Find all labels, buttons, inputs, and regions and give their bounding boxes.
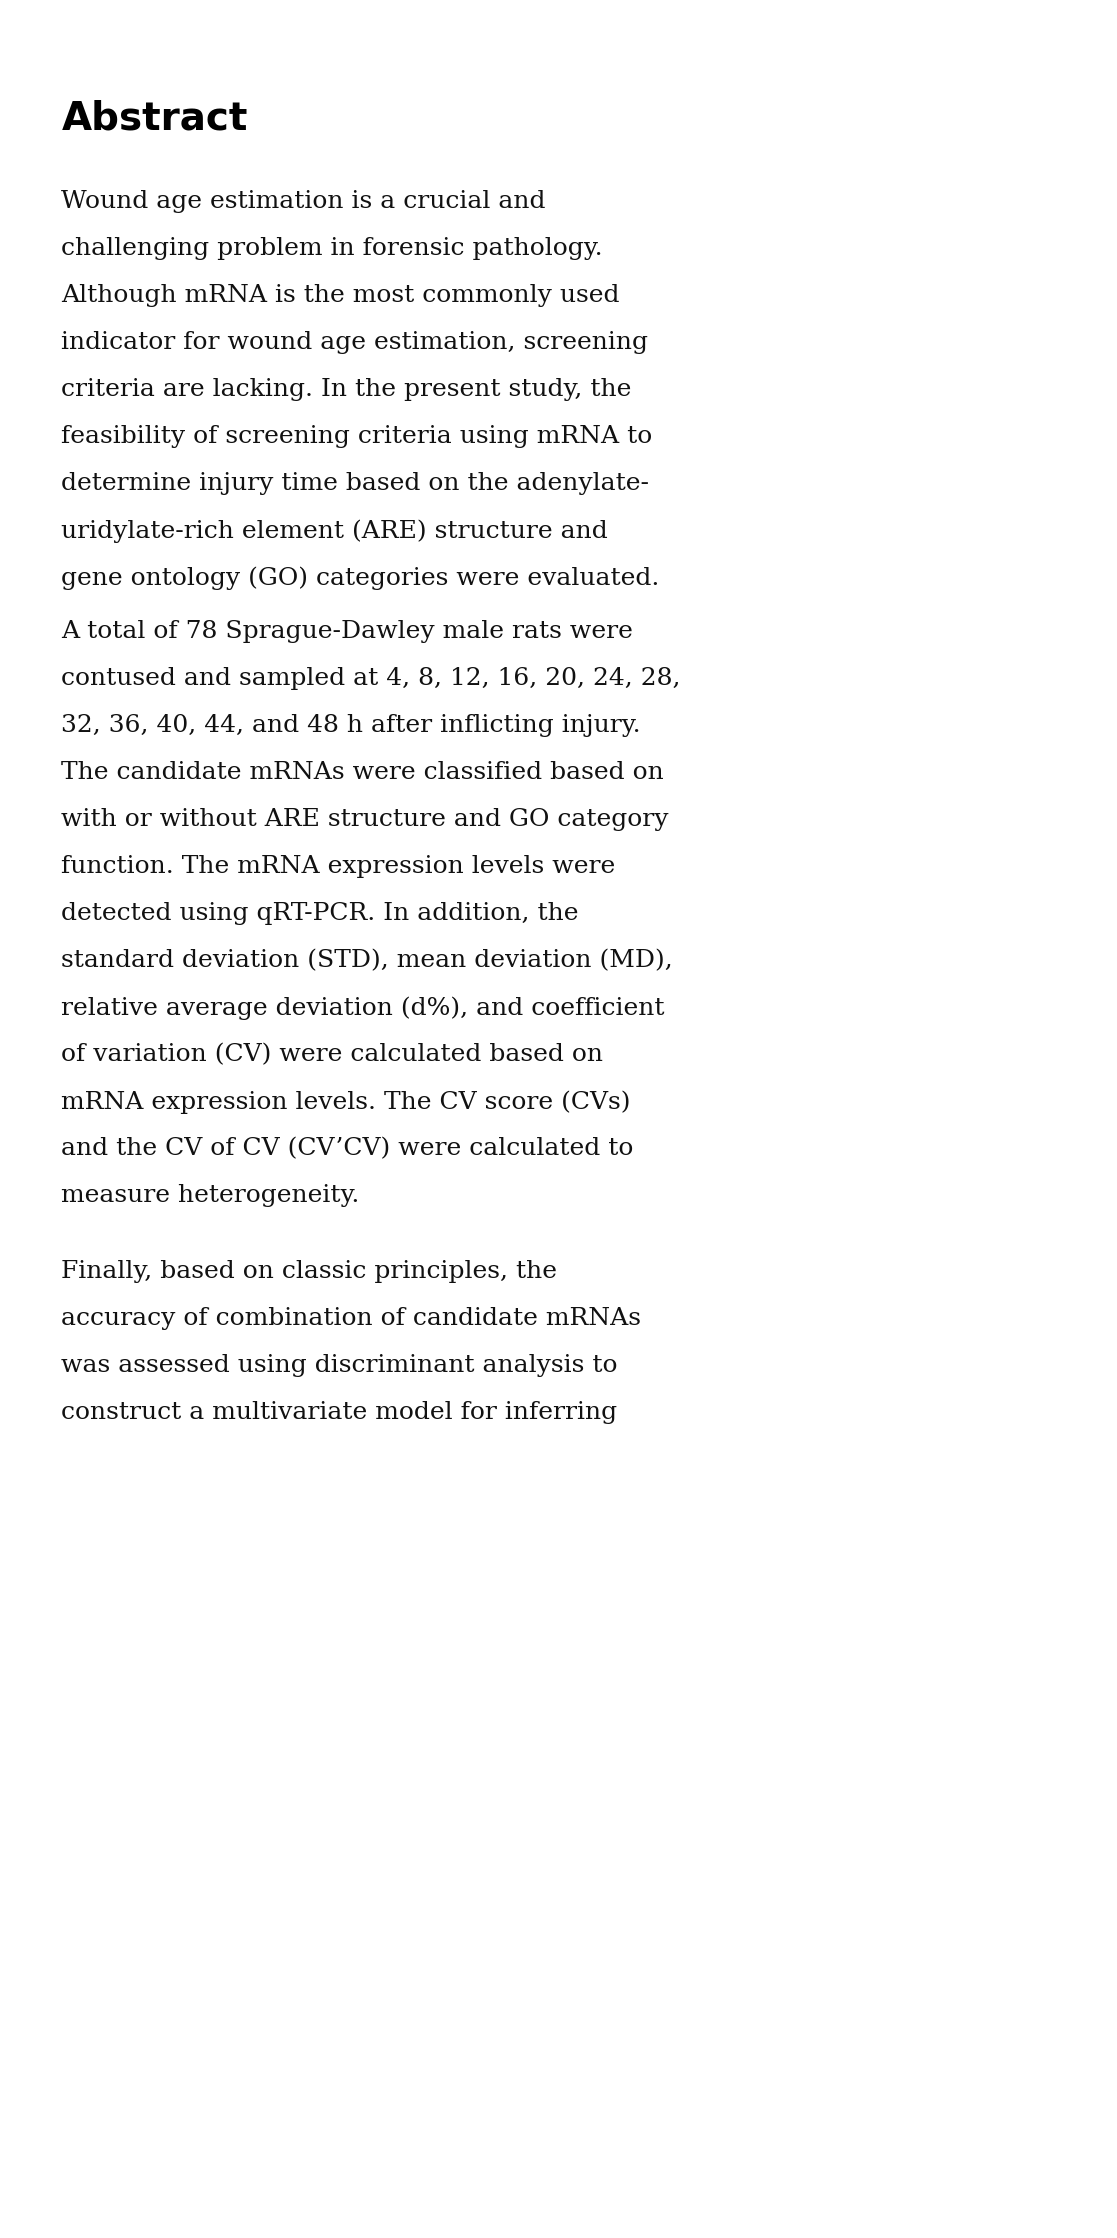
Text: construct a multivariate model for inferring: construct a multivariate model for infer… bbox=[61, 1401, 618, 1423]
Text: feasibility of screening criteria using mRNA to: feasibility of screening criteria using … bbox=[61, 425, 652, 448]
Text: mRNA expression levels. The CV score (CVs): mRNA expression levels. The CV score (CV… bbox=[61, 1090, 631, 1115]
Text: The candidate mRNAs were classified based on: The candidate mRNAs were classified base… bbox=[61, 761, 665, 783]
Text: 32, 36, 40, 44, and 48 h after inflicting injury.: 32, 36, 40, 44, and 48 h after inflictin… bbox=[61, 714, 641, 736]
Text: uridylate-rich element (ARE) structure and: uridylate-rich element (ARE) structure a… bbox=[61, 519, 608, 542]
Text: function. The mRNA expression levels were: function. The mRNA expression levels wer… bbox=[61, 855, 615, 877]
Text: challenging problem in forensic pathology.: challenging problem in forensic patholog… bbox=[61, 237, 603, 260]
Text: standard deviation (STD), mean deviation (MD),: standard deviation (STD), mean deviation… bbox=[61, 949, 674, 971]
Text: accuracy of combination of candidate mRNAs: accuracy of combination of candidate mRN… bbox=[61, 1307, 641, 1329]
Text: with or without ARE structure and GO category: with or without ARE structure and GO cat… bbox=[61, 808, 669, 830]
Text: relative average deviation (d%), and coefficient: relative average deviation (d%), and coe… bbox=[61, 996, 665, 1021]
Text: measure heterogeneity.: measure heterogeneity. bbox=[61, 1184, 360, 1206]
Text: Finally, based on classic principles, the: Finally, based on classic principles, th… bbox=[61, 1260, 557, 1282]
Text: Wound age estimation is a crucial and: Wound age estimation is a crucial and bbox=[61, 190, 546, 213]
Text: gene ontology (GO) categories were evaluated.: gene ontology (GO) categories were evalu… bbox=[61, 566, 660, 589]
Text: A total of 78 Sprague-Dawley male rats were: A total of 78 Sprague-Dawley male rats w… bbox=[61, 620, 633, 642]
Text: criteria are lacking. In the present study, the: criteria are lacking. In the present stu… bbox=[61, 378, 632, 401]
Text: of variation (CV) were calculated based on: of variation (CV) were calculated based … bbox=[61, 1043, 603, 1065]
Text: contused and sampled at 4, 8, 12, 16, 20, 24, 28,: contused and sampled at 4, 8, 12, 16, 20… bbox=[61, 667, 681, 689]
Text: Although mRNA is the most commonly used: Although mRNA is the most commonly used bbox=[61, 284, 620, 307]
Text: indicator for wound age estimation, screening: indicator for wound age estimation, scre… bbox=[61, 331, 649, 354]
Text: detected using qRT-PCR. In addition, the: detected using qRT-PCR. In addition, the bbox=[61, 902, 579, 924]
Text: determine injury time based on the adenylate-: determine injury time based on the adeny… bbox=[61, 472, 649, 495]
Text: and the CV of CV (CV’CV) were calculated to: and the CV of CV (CV’CV) were calculated… bbox=[61, 1137, 633, 1159]
Text: was assessed using discriminant analysis to: was assessed using discriminant analysis… bbox=[61, 1354, 618, 1376]
Text: Abstract: Abstract bbox=[61, 101, 248, 139]
